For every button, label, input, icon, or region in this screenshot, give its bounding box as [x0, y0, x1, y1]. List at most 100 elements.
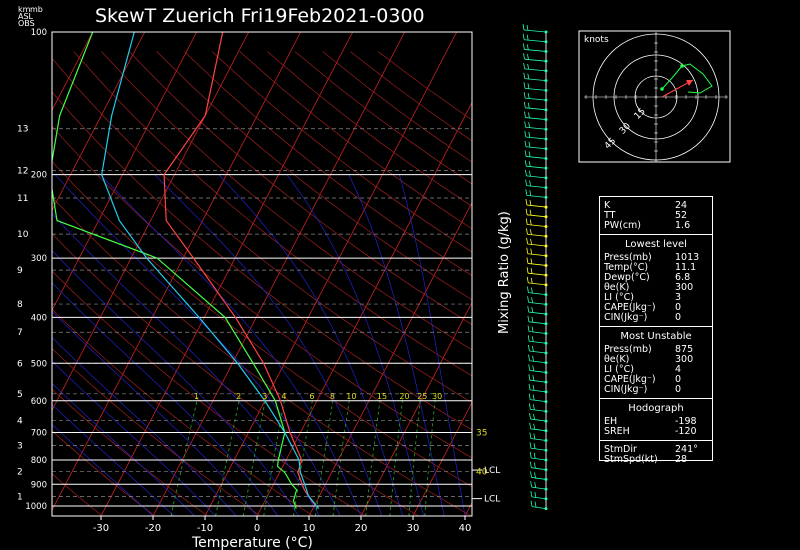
wind-barb-flag [529, 413, 531, 420]
mixing-ratio-axis-label: Mixing Ratio (g/kg) [497, 211, 512, 334]
wind-barb-flag [532, 355, 534, 362]
pressure-tick-label: 500 [31, 359, 47, 369]
wind-barb-flag [523, 72, 526, 79]
wind-barb [530, 408, 547, 412]
wind-barb-flag [528, 374, 531, 381]
x-tick-label: -20 [145, 523, 161, 534]
lowest-level-row: Dewp(°C) 6.8 [600, 273, 712, 283]
wind-barb-flag [527, 286, 529, 293]
dry-adiabat-line [52, 160, 472, 488]
wind-barb-flag [526, 257, 529, 264]
wind-barb [528, 282, 547, 286]
wind-barb [527, 233, 547, 237]
wind-barb-flag [526, 237, 528, 245]
wind-barb [530, 438, 547, 441]
wind-barb [524, 78, 547, 82]
wind-barb-flag [528, 151, 531, 158]
index-value: 300 [675, 282, 694, 293]
wind-barb-flag [532, 404, 535, 410]
lowest-level-row: Temp(°C) 11.1 [600, 263, 712, 273]
index-value: 52 [675, 210, 688, 221]
dry-adiabat-line [52, 125, 472, 459]
mixing-ratio-label: 25 [417, 392, 427, 401]
index-key: K [604, 200, 611, 211]
wind-barb-flag [529, 219, 532, 226]
index-key: Dewp(°C) [604, 272, 650, 283]
pressure-tick-label: 100 [31, 28, 47, 38]
wind-barb-flag [529, 209, 532, 216]
moist-adiabat-line [52, 310, 258, 516]
wind-barb [528, 292, 547, 296]
index-value: 4 [675, 364, 682, 375]
moist-adiabat-line [399, 174, 466, 516]
wind-barb [531, 457, 547, 461]
wind-barb-flag [530, 229, 532, 235]
wind-barb-flag [526, 267, 529, 274]
wind-barb [525, 126, 547, 130]
wind-barb-flag [527, 54, 529, 60]
wind-barb-flag [527, 335, 530, 342]
pressure-tick-label: 400 [31, 313, 47, 323]
annotation-label: 40 [476, 467, 488, 477]
index-value: 0 [675, 384, 682, 395]
wind-barb-flag [528, 364, 531, 371]
wind-barb-flag [528, 131, 531, 138]
pressure-tick-label: 800 [31, 456, 47, 466]
height-tick-label: 10 [17, 230, 29, 240]
hodograph-row: SREH -120 [600, 427, 712, 437]
lowest-level-row: θe(K) 300 [600, 283, 712, 293]
dry-adiabat-line [52, 57, 472, 403]
mixing-ratio-line [242, 397, 267, 516]
wind-barb [524, 49, 547, 52]
most-unstable-row: θe(K) 300 [600, 355, 712, 365]
pressure-tick-label: 1000 [25, 502, 47, 512]
mixing-ratio-label: 20 [399, 392, 409, 401]
wind-barb-flag [528, 383, 531, 390]
dry-adiabat-line [239, 51, 472, 230]
moist-adiabat-line [348, 174, 445, 516]
index-key: TT [604, 210, 616, 221]
wind-barb-flag [527, 63, 530, 70]
index-value: 24 [675, 200, 688, 211]
isotherm-line [52, 32, 94, 112]
wind-barb-flag [533, 423, 536, 430]
wind-barb-flag [528, 141, 531, 148]
wind-barb [530, 399, 547, 403]
wind-barb-flag [528, 161, 531, 167]
wind-barb-flag [529, 170, 531, 177]
moist-adiabat-line [218, 174, 403, 516]
index-key: θe(K) [604, 282, 630, 293]
index-value: 3 [675, 292, 682, 303]
wind-barb-flag [531, 336, 534, 342]
series-line-parcel [101, 32, 320, 509]
wind-barb [528, 311, 547, 315]
hodograph-header: Hodograph [628, 403, 684, 414]
wind-barb-flag [522, 23, 525, 31]
wind-barb [524, 68, 547, 72]
wind-barb [531, 486, 547, 490]
x-tick-label: 20 [355, 523, 368, 534]
unit-label-obs: OBS [18, 19, 35, 28]
wind-barb [529, 340, 547, 344]
height-tick-label: 3 [17, 441, 23, 451]
index-key: CIN(Jkg⁻) [604, 384, 648, 395]
mixing-ratio-label: 3 [262, 392, 267, 401]
wind-barb [530, 428, 547, 432]
wind-barb [526, 175, 547, 179]
wind-barb-flag [532, 384, 535, 391]
wind-barb-flag [534, 501, 537, 508]
pressure-tick-label: 900 [31, 480, 47, 490]
index-key: Temp(°C) [604, 262, 649, 273]
wind-barb-flag [524, 121, 527, 128]
wind-barb-flag [530, 268, 533, 274]
height-tick-label: 6 [17, 359, 23, 369]
moist-adiabat-line [52, 382, 195, 516]
wind-barb-flag [525, 208, 528, 215]
index-value: 241° [675, 444, 698, 455]
dry-adiabat-line [101, 51, 472, 351]
mixing-ratio-label: 2 [236, 392, 241, 401]
mixing-ratio-label: 15 [377, 392, 387, 401]
wind-barb [527, 214, 547, 218]
dry-adiabat-line [211, 51, 472, 253]
wind-barb-flag [530, 481, 533, 488]
